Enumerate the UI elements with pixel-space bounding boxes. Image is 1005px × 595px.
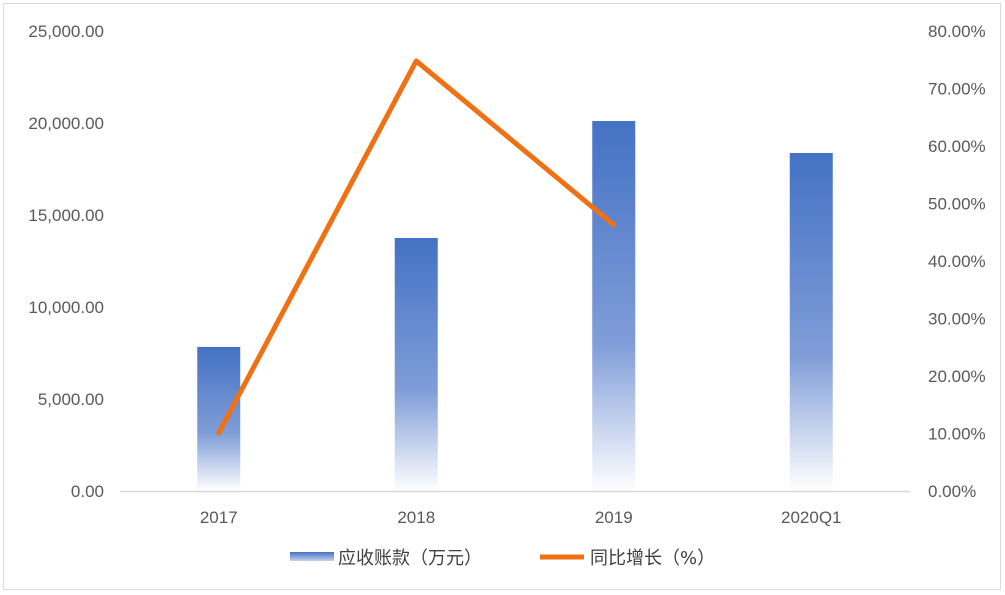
- left-tick-label: 25,000.00: [28, 22, 104, 41]
- right-tick-label: 60.00%: [928, 137, 986, 156]
- bar-2018: [394, 238, 438, 491]
- legend-label-bar: 应收账款（万元）: [338, 548, 482, 569]
- right-tick-label: 0.00%: [928, 482, 976, 501]
- right-tick-label: 30.00%: [928, 310, 986, 329]
- left-tick-label: 15,000.00: [28, 206, 104, 225]
- x-tick-label: 2017: [200, 508, 238, 527]
- right-tick-label: 20.00%: [928, 367, 986, 386]
- bar-2017: [197, 346, 241, 491]
- right-tick-label: 70.00%: [928, 80, 986, 99]
- legend-swatch-bar: [290, 552, 334, 561]
- legend: 应收账款（万元） 同比增长（%）: [290, 548, 715, 569]
- bar-2019: [592, 120, 636, 491]
- right-tick-label: 40.00%: [928, 252, 986, 271]
- chart-frame: [3, 3, 1001, 590]
- x-tick-label: 2020Q1: [781, 508, 842, 527]
- left-tick-label: 5,000.00: [38, 390, 104, 409]
- left-tick-label: 10,000.00: [28, 298, 104, 317]
- growth-line: [216, 58, 617, 436]
- bar-2020Q1: [789, 152, 833, 491]
- x-tick-label: 2018: [397, 508, 435, 527]
- legend-label-line: 同比增长（%）: [590, 548, 715, 569]
- x-tick-label: 2019: [595, 508, 633, 527]
- right-tick-label: 10.00%: [928, 425, 986, 444]
- right-tick-label: 50.00%: [928, 195, 986, 214]
- right-tick-label: 80.00%: [928, 22, 986, 41]
- left-tick-label: 0.00: [71, 482, 104, 501]
- left-tick-label: 20,000.00: [28, 114, 104, 133]
